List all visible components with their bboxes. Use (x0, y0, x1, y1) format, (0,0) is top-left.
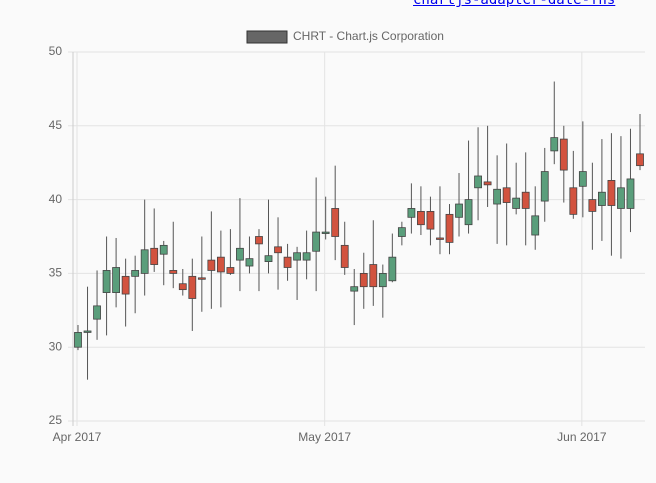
candle-body (169, 270, 178, 274)
candle-body (321, 231, 330, 234)
candle-body (369, 264, 378, 288)
candle-body (436, 237, 444, 240)
candle-body (121, 275, 130, 295)
candle-body (636, 153, 644, 167)
link[interactable]: chartjs-adapter-date-fns (413, 0, 616, 8)
candle-body (102, 270, 111, 293)
candle-body (74, 332, 82, 348)
candle-body (93, 305, 101, 320)
candle-body (559, 138, 568, 171)
candle-body (83, 330, 92, 333)
y-tick-label: 35 (49, 266, 63, 280)
candle-body (474, 175, 482, 189)
candle-body (245, 258, 254, 267)
candle-body (178, 283, 187, 291)
y-tick-label: 50 (49, 44, 63, 58)
candle-body (302, 252, 311, 261)
candle-body (207, 259, 216, 271)
candle-body (502, 187, 511, 203)
candle-body (512, 197, 521, 209)
candle-body (378, 272, 387, 288)
candle-body (131, 270, 140, 277)
x-tick-label: May 2017 (298, 430, 351, 444)
legend-swatch (246, 30, 288, 44)
candle-body (417, 211, 425, 226)
candle-body (236, 247, 244, 261)
candle-body (531, 215, 540, 236)
candle-body (312, 231, 321, 252)
candle-body (188, 275, 197, 299)
candle-body (226, 267, 235, 274)
candle-body (521, 191, 530, 209)
candle-body (455, 203, 463, 218)
candle-body (150, 247, 159, 265)
candle-body (597, 191, 606, 206)
candle-body (274, 246, 282, 254)
candle-body (331, 208, 340, 237)
candle-body (540, 171, 549, 202)
candle-body (159, 244, 168, 255)
y-tick-label: 25 (49, 413, 63, 427)
candle-body (464, 199, 473, 226)
candle-body (264, 255, 273, 262)
candle-body (283, 256, 292, 268)
candle-body (626, 178, 635, 209)
candle-body (340, 244, 349, 268)
candle-body (569, 187, 578, 215)
y-tick-label: 40 (49, 192, 63, 206)
candle-body (426, 211, 435, 230)
candle-body (388, 256, 397, 282)
candle-body (407, 208, 416, 218)
candle-body (197, 277, 206, 280)
candle-body (112, 267, 121, 293)
candle-body (293, 252, 301, 261)
candle-body (483, 181, 492, 186)
candle-body (607, 180, 616, 206)
y-tick-label: 30 (49, 339, 63, 353)
candle-body (397, 227, 406, 237)
candle-body (588, 199, 597, 212)
x-tick-label: Apr 2017 (53, 430, 102, 444)
candle-body (359, 272, 368, 288)
y-tick-label: 45 (49, 118, 63, 132)
candle-body (550, 137, 559, 152)
candle-body (578, 171, 587, 187)
candle-body (216, 256, 225, 273)
legend-label: CHRT - Chart.js Corporation (293, 29, 444, 43)
candle-body (140, 249, 149, 274)
candle-body (350, 286, 359, 292)
candle-body (617, 187, 625, 209)
candle-body (493, 188, 502, 205)
candle-body (255, 236, 263, 245)
candle-body (445, 213, 454, 243)
x-tick-label: Jun 2017 (557, 430, 607, 444)
